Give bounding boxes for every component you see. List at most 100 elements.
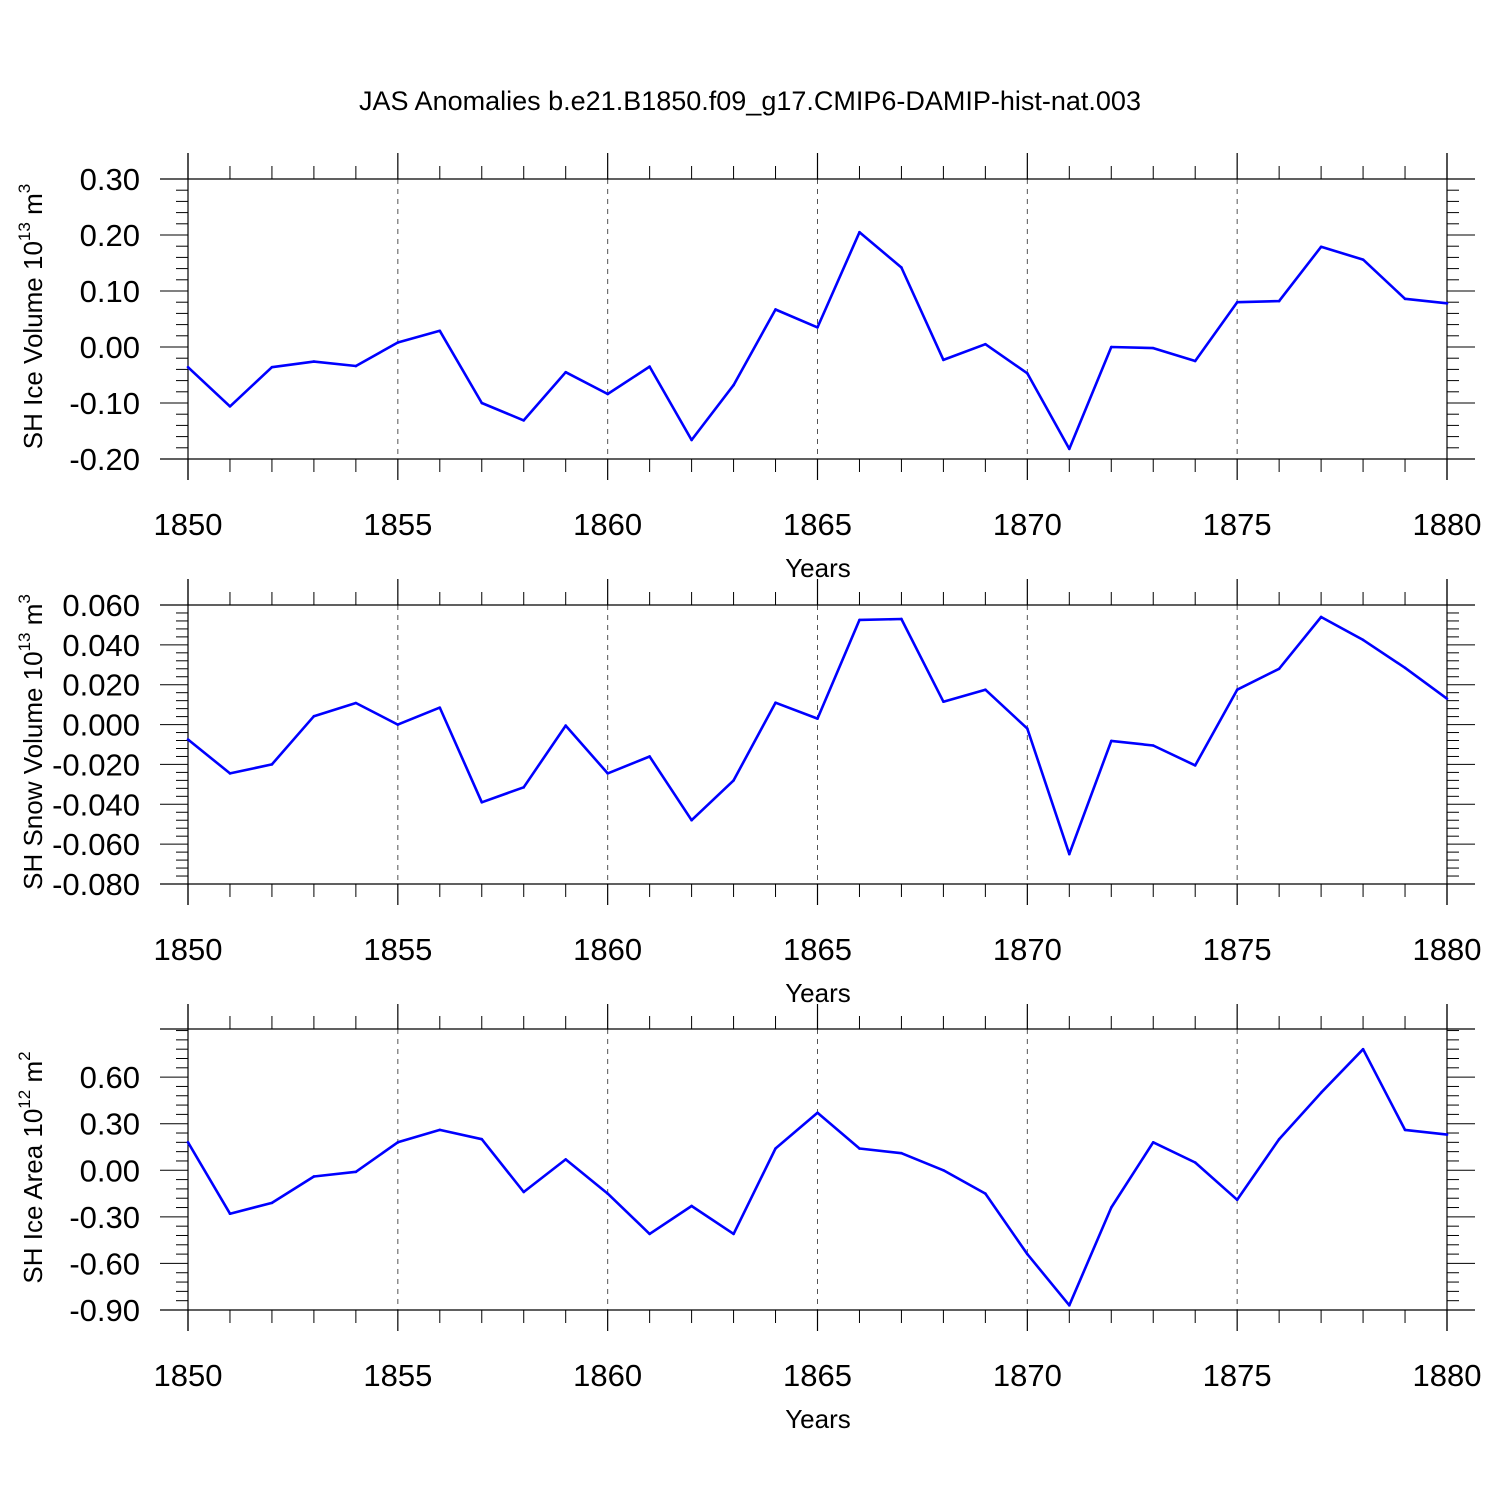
data-point	[774, 701, 777, 704]
data-point	[1235, 688, 1239, 691]
x-tick-label: 1855	[363, 932, 432, 967]
data-point	[858, 618, 861, 622]
data-point	[228, 772, 232, 775]
x-axis-label: Years	[785, 553, 851, 583]
data-point	[942, 1168, 945, 1172]
y-tick-label: -0.040	[52, 787, 140, 822]
x-tick-label: 1875	[1203, 507, 1272, 542]
data-point	[648, 755, 651, 758]
x-tick-label: 1860	[573, 507, 642, 542]
y-tick-label: 0.10	[80, 274, 140, 309]
y-tick-label: 0.00	[80, 1153, 140, 1188]
y-tick-label: -0.60	[69, 1246, 140, 1281]
series-line	[186, 1047, 1448, 1307]
data-point	[1277, 667, 1281, 671]
data-point	[270, 1201, 274, 1205]
data-point	[1151, 744, 1155, 747]
data-point	[774, 308, 777, 311]
data-point	[1277, 299, 1281, 303]
data-point	[1361, 1047, 1365, 1051]
data-point	[522, 1190, 526, 1194]
data-point	[1109, 1206, 1113, 1209]
x-tick-label: 1875	[1203, 932, 1272, 967]
data-point	[564, 370, 567, 374]
y-tick-label: 0.20	[80, 218, 140, 253]
data-point	[1151, 346, 1155, 350]
data-point	[438, 706, 442, 709]
data-point	[984, 688, 987, 691]
data-point	[354, 701, 358, 705]
data-point	[1445, 1133, 1449, 1136]
data-point	[816, 1111, 819, 1115]
data-point	[816, 326, 819, 329]
panel-3: 1850 1855 1860 1865 1870 1875 1880 Years -0.90 -0…	[15, 1004, 1481, 1434]
data-point	[648, 1232, 651, 1236]
data-point	[1403, 666, 1407, 670]
x-tick-label: 1855	[363, 507, 432, 542]
x-tick-label: 1850	[154, 1358, 223, 1393]
data-point	[984, 1192, 987, 1195]
y-axis-label: SH Snow Volume 1013 m3	[15, 594, 48, 890]
data-point	[1068, 447, 1071, 451]
y-tick-label: 0.000	[62, 708, 140, 743]
data-point	[984, 342, 987, 346]
x-axis-label: Years	[785, 978, 851, 1008]
data-point	[1445, 697, 1449, 700]
data-point	[1319, 245, 1323, 249]
data-point	[1193, 359, 1197, 363]
data-point	[690, 818, 693, 822]
data-point	[1068, 852, 1071, 856]
data-point	[1109, 739, 1113, 743]
data-point	[1193, 764, 1197, 767]
data-point	[270, 763, 274, 766]
y-tick-label: 0.020	[62, 668, 140, 703]
data-point	[1235, 300, 1239, 304]
data-point	[1026, 372, 1029, 375]
data-point	[942, 700, 945, 703]
y-tick-label: 0.060	[62, 588, 140, 623]
y-tick-label: 0.30	[80, 162, 140, 197]
data-point	[522, 786, 526, 789]
y-tick-label: -0.30	[69, 1200, 140, 1235]
x-tick-label: 1850	[154, 507, 223, 542]
data-point	[480, 401, 484, 405]
data-point	[1109, 345, 1113, 349]
data-point	[606, 392, 609, 396]
data-point	[228, 405, 232, 408]
y-tick-label: 0.040	[62, 628, 140, 663]
data-point	[438, 1128, 442, 1132]
data-point	[816, 717, 819, 720]
y-axis-label: SH Ice Area 1012 m2	[15, 1051, 48, 1283]
data-point	[774, 1147, 777, 1150]
data-point	[312, 360, 316, 363]
data-point	[522, 419, 526, 422]
data-point	[1403, 297, 1407, 301]
data-point	[354, 364, 358, 368]
data-point	[858, 230, 861, 234]
data-point	[1319, 615, 1323, 619]
data-point	[480, 1137, 484, 1141]
data-point	[606, 1192, 609, 1195]
data-point	[396, 723, 400, 726]
x-tick-label: 1870	[993, 507, 1062, 542]
data-point	[1277, 1137, 1281, 1141]
x-tick-label: 1865	[783, 932, 852, 967]
data-point	[228, 1212, 232, 1216]
y-tick-label: 0.00	[80, 330, 140, 365]
data-point	[186, 738, 190, 741]
data-point	[942, 358, 945, 362]
y-axis-label: SH Ice Volume 1013 m3	[15, 184, 48, 449]
data-point	[732, 1232, 735, 1236]
panel-2: 1850 1855 1860 1865 1870 1875 1880 Years -0.080 -…	[15, 579, 1481, 1008]
y-tick-label: -0.90	[69, 1293, 140, 1328]
data-point	[396, 341, 400, 344]
x-tick-label: 1880	[1413, 1358, 1482, 1393]
data-point	[900, 617, 903, 621]
y-tick-label: -0.20	[69, 442, 140, 477]
x-tick-label: 1870	[993, 932, 1062, 967]
data-point	[564, 724, 567, 727]
data-point	[732, 779, 735, 782]
data-point	[186, 1141, 190, 1144]
data-point	[690, 1204, 693, 1208]
